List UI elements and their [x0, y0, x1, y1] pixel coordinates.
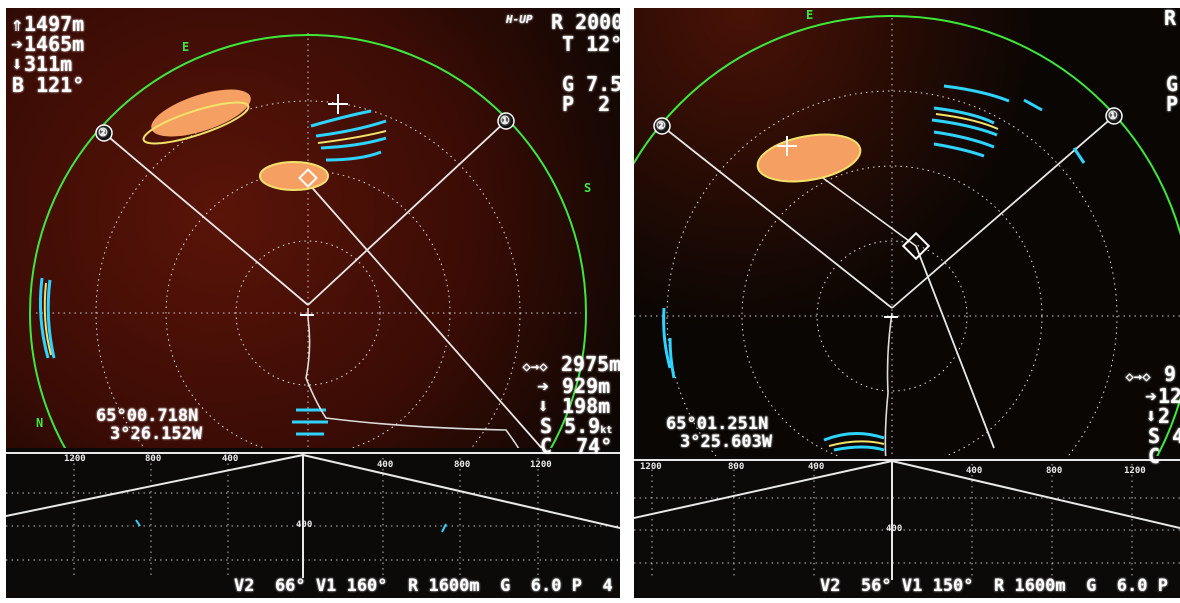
ship-track	[305, 308, 532, 471]
marker-distance: ◇→◇ 9	[1112, 364, 1176, 387]
target-marker	[901, 231, 931, 261]
compass-east: E	[182, 40, 190, 54]
fish-school	[151, 89, 251, 137]
course-readout: C 74°	[540, 434, 613, 458]
scale-label: 1200	[64, 454, 86, 464]
fan-beam-left	[634, 460, 893, 519]
bearing-line-1	[307, 120, 507, 306]
scale-label: 400	[377, 460, 394, 470]
marker-distance: ◇→◇ 2975m	[509, 354, 620, 377]
latitude: 65°00.718N	[96, 406, 199, 426]
vertical-distance: ⬇2	[1144, 404, 1171, 428]
scale-label: 400	[808, 462, 825, 472]
marker-2-label: ②	[656, 119, 666, 132]
scale-label: 800	[1046, 466, 1063, 476]
scale-label: 1200	[640, 462, 662, 472]
compass-north: N	[36, 416, 44, 430]
bearing-readout: B 121°	[12, 73, 85, 97]
depth-reading-2: ➔1465m	[10, 32, 85, 56]
marker-distance-icon: ◇→◇	[522, 359, 548, 375]
sonar-display-right: R G P E ② ① 65°01.251N 3°25.603W ◇→◇ 9 ➔1…	[634, 8, 1180, 598]
depth-reading-1: ⇑1497m	[10, 12, 85, 36]
gain-readout: G 7.5	[562, 72, 620, 96]
right-arrow-icon: ➔	[536, 374, 550, 398]
depth-reading-3: ⬇311m	[10, 52, 73, 76]
outer-range-ring	[634, 15, 1180, 598]
gain-readout: G	[1166, 72, 1179, 96]
speed-readout: S 4	[1148, 424, 1180, 448]
target-marker	[298, 168, 318, 188]
right-arrow-icon: ➔	[10, 32, 24, 56]
scale-label: 400	[222, 454, 239, 464]
longitude: 3°26.152W	[110, 424, 203, 444]
right-arrow-icon: ➔	[1144, 384, 1158, 408]
down-arrow-icon: ⬇	[1144, 404, 1158, 428]
compass-south: S	[584, 181, 592, 195]
pulse-readout: P 2	[562, 92, 611, 116]
center-depth-label: 400	[296, 520, 313, 530]
bottom-status: V2 56° V1 150° R 1600m G 6.0 P 4	[820, 576, 1180, 596]
scale-label: 800	[728, 462, 745, 472]
sonar-radar-left	[6, 8, 620, 598]
marker-1-label: ①	[500, 114, 510, 127]
ship-track	[884, 312, 893, 464]
vertical-distance: ⬇ 198m	[536, 394, 611, 418]
longitude: 3°25.603W	[680, 432, 773, 452]
fan-beam-left	[6, 454, 304, 517]
sonar-radar-right	[634, 8, 1180, 598]
speed-readout: S 5.9kt	[540, 414, 613, 438]
compass-east: E	[806, 8, 814, 22]
scale-label: 800	[145, 454, 162, 464]
pulse-readout: P	[1166, 92, 1179, 116]
center-depth-label: 400	[886, 524, 903, 534]
sonar-display-left: ⇑1497m ➔1465m ⬇311m B 121° H-UP R 2000m …	[6, 8, 620, 598]
marker-1-label: ①	[1108, 109, 1118, 122]
tilt-readout: T 12°	[562, 32, 620, 56]
range-readout: R 2000m	[551, 10, 620, 34]
scale-label: 800	[454, 460, 471, 470]
fan-beam-right	[891, 460, 1180, 529]
scale-label: 1200	[530, 460, 552, 470]
down-arrow-icon: ⬇	[536, 394, 550, 418]
marker-distance-icon: ◇→◇	[1125, 369, 1151, 385]
range-readout: R	[1164, 8, 1177, 30]
horizontal-distance: ➔12	[1144, 384, 1180, 408]
bearing-line-2	[103, 132, 309, 306]
bearing-line-1	[891, 115, 1115, 309]
horizontal-distance: ➔ 929m	[536, 374, 611, 398]
fish-school	[259, 161, 329, 191]
mode-label: H-UP	[506, 13, 533, 26]
marker-2-label: ②	[98, 126, 108, 139]
course-readout: C	[1148, 444, 1161, 468]
latitude: 65°01.251N	[666, 414, 769, 434]
scale-label: 1200	[1124, 466, 1146, 476]
bearing-line-2	[661, 125, 893, 309]
fan-beam-right	[302, 454, 620, 529]
scale-label: 400	[966, 466, 983, 476]
bottom-status: V2 66° V1 160° R 1600m G 6.0 P 4	[234, 576, 613, 596]
up-arrow-icon: ⇑	[10, 12, 24, 36]
down-arrow-icon: ⬇	[10, 52, 24, 76]
